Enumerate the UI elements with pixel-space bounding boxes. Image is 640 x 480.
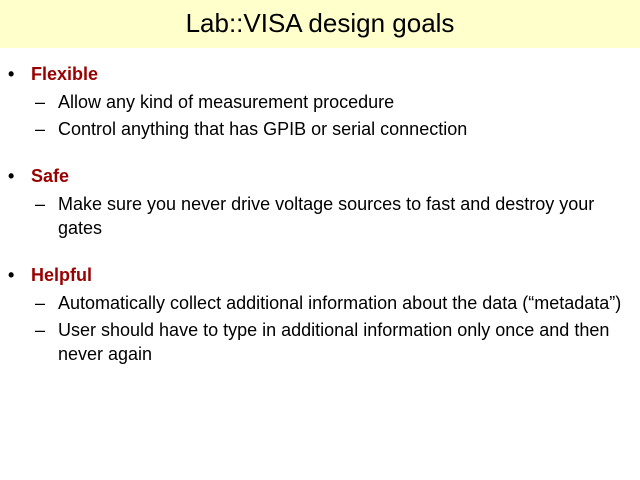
slide-title: Lab::VISA design goals: [185, 8, 455, 38]
goal-heading: • Safe: [0, 163, 640, 189]
bullet-icon: •: [8, 64, 15, 84]
dash-icon: –: [35, 119, 46, 139]
goal-heading: • Helpful: [0, 262, 640, 288]
bullet-icon: •: [8, 265, 15, 285]
goal-heading: • Flexible: [0, 61, 640, 87]
sub-point-text: Make sure you never drive voltage source…: [58, 194, 595, 238]
goal-label: Safe: [31, 166, 70, 186]
goal-label: Flexible: [31, 64, 99, 84]
dash-icon: –: [35, 194, 46, 214]
goal-flexible: • Flexible – Allow any kind of measureme…: [0, 61, 640, 141]
sub-point: – Control anything that has GPIB or seri…: [0, 117, 640, 141]
sub-point-text: Allow any kind of measurement procedure: [58, 92, 395, 112]
sub-point: – User should have to type in additional…: [0, 318, 640, 366]
sub-point-text: Control anything that has GPIB or serial…: [58, 119, 468, 139]
sub-point-text: User should have to type in additional i…: [58, 320, 610, 364]
goal-helpful: • Helpful – Automatically collect additi…: [0, 262, 640, 366]
sub-point: – Make sure you never drive voltage sour…: [0, 192, 640, 240]
sub-point-text: Automatically collect additional informa…: [58, 293, 622, 313]
sub-point: – Allow any kind of measurement procedur…: [0, 90, 640, 114]
goal-safe: • Safe – Make sure you never drive volta…: [0, 163, 640, 240]
slide-content: • Flexible – Allow any kind of measureme…: [0, 61, 640, 388]
bullet-icon: •: [8, 166, 15, 186]
dash-icon: –: [35, 92, 46, 112]
dash-icon: –: [35, 320, 46, 340]
sub-point: – Automatically collect additional infor…: [0, 291, 640, 315]
goal-label: Helpful: [31, 265, 92, 285]
dash-icon: –: [35, 293, 46, 313]
slide-title-bar: Lab::VISA design goals: [0, 0, 640, 48]
